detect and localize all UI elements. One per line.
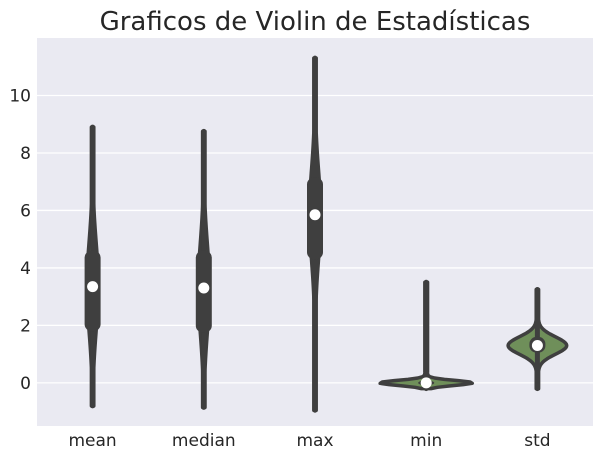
y-tick-label: 4 xyxy=(20,259,31,279)
violin-median-std xyxy=(531,340,543,352)
violins xyxy=(84,55,569,413)
violin-median-median xyxy=(198,282,210,294)
violin-median-max xyxy=(309,209,321,221)
x-tick-label: min xyxy=(410,431,442,451)
chart-title: Graficos de Violin de Estadísticas xyxy=(100,7,531,37)
y-tick-label: 2 xyxy=(20,316,31,336)
y-tick-label: 8 xyxy=(20,144,31,164)
y-tick-labels: 0 2 4 6 8 10 xyxy=(9,86,31,393)
y-tick-label: 6 xyxy=(20,201,31,221)
x-tick-label: std xyxy=(524,431,550,451)
y-tick-label: 0 xyxy=(20,374,31,394)
x-tick-label: mean xyxy=(68,431,116,451)
y-tick-label: 10 xyxy=(9,86,31,106)
violin-median-min xyxy=(420,377,432,389)
violin-median-mean xyxy=(87,281,99,293)
x-tick-label: max xyxy=(296,431,333,451)
x-tick-labels: mean median max min std xyxy=(68,431,550,451)
x-tick-label: median xyxy=(172,431,236,451)
